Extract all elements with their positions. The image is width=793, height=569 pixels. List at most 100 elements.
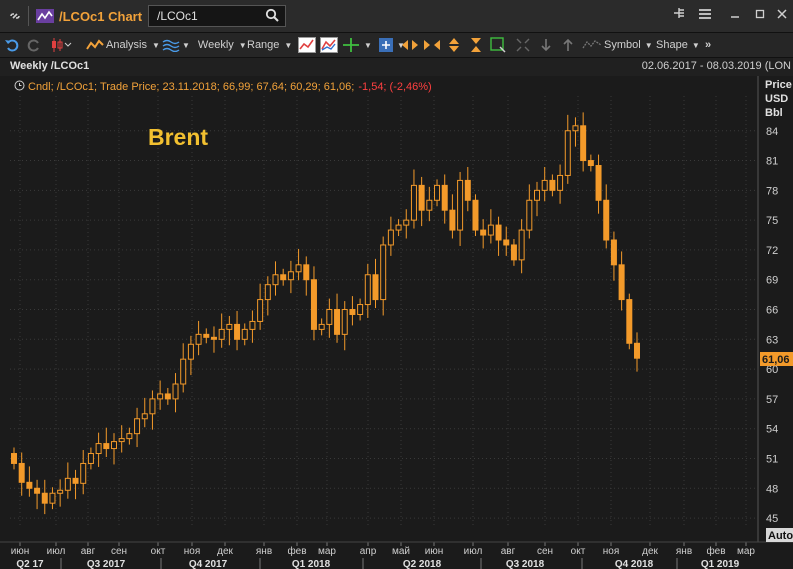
candle-body-up	[134, 418, 141, 435]
price-tick-label: 75	[766, 215, 778, 227]
redo-icon[interactable]	[26, 35, 42, 55]
candle-body-down	[634, 342, 640, 359]
candle	[118, 425, 125, 453]
analysis-menu[interactable]: Analysis ▼	[86, 35, 160, 55]
candle-body-up	[249, 320, 256, 330]
overflow-chevron-icon[interactable]: »	[705, 39, 712, 51]
candle-body-up	[172, 383, 179, 400]
candle-body-up	[226, 323, 233, 330]
link-icon[interactable]	[8, 0, 22, 32]
interval-menu[interactable]: ▼ Weekly ▼	[162, 35, 247, 55]
candle	[487, 209, 494, 244]
zoom-vertical-icon[interactable]	[468, 35, 484, 55]
price-tick-label: 63	[766, 334, 778, 346]
candle	[272, 261, 279, 296]
symbol-search-input[interactable]	[149, 6, 267, 26]
candle	[541, 167, 548, 202]
candle-body-down	[441, 184, 448, 211]
candle	[218, 313, 225, 348]
price-unit-price: Price	[765, 79, 792, 91]
pan-up-down-icon[interactable]	[446, 35, 462, 55]
symbol-menu[interactable]: Symbol ▼	[582, 35, 653, 55]
crosshair-icon[interactable]: ▼	[342, 35, 372, 55]
candle-body-up	[157, 393, 164, 400]
month-tick-label: ноя	[603, 546, 620, 557]
candle	[34, 479, 41, 510]
candle	[249, 310, 256, 343]
last-price-label: 61,06	[762, 354, 790, 366]
candle-body-down	[372, 274, 379, 301]
candle-body-up	[518, 229, 525, 261]
candle-type-icon[interactable]	[50, 35, 72, 55]
candle	[287, 260, 294, 294]
candle-body-down	[11, 453, 17, 464]
chevron-down-icon: ▼	[644, 40, 653, 50]
auto-scale-label: Auto	[768, 530, 793, 542]
undo-icon[interactable]	[4, 35, 20, 55]
compare-chart-icon[interactable]	[320, 35, 338, 55]
close-icon[interactable]	[771, 6, 793, 26]
auto-scale-button[interactable]: Auto	[766, 528, 793, 542]
candle-body-up	[426, 199, 433, 211]
candle-body-up	[241, 328, 248, 340]
candle	[426, 186, 433, 222]
select-box-icon[interactable]	[490, 35, 506, 55]
range-menu[interactable]: Range ▼	[247, 35, 292, 55]
candle-body-up	[564, 130, 571, 176]
month-tick-label: сен	[537, 546, 553, 557]
candle-body-up	[557, 174, 564, 191]
candle-body-down	[495, 224, 502, 241]
candle	[57, 479, 64, 507]
chart-annotation-brent[interactable]: Brent	[148, 124, 208, 150]
candle	[595, 154, 602, 214]
arrow-down-icon[interactable]	[540, 35, 552, 55]
candle-body-up	[187, 343, 194, 360]
zoom-fit-icon[interactable]: ▼	[378, 35, 405, 55]
symbol-search-box[interactable]	[148, 5, 286, 27]
expand-icon[interactable]	[516, 35, 530, 55]
month-tick-label: окт	[571, 546, 586, 557]
candle-body-up	[572, 125, 579, 132]
candle-body-down	[503, 239, 510, 246]
line-chart-icon[interactable]	[298, 35, 316, 55]
quarter-label: Q1 2018	[292, 559, 331, 569]
candle	[557, 164, 564, 204]
candle-body-up	[264, 284, 271, 301]
candle-body-up	[487, 224, 494, 236]
zoom-in-horizontal-icon[interactable]	[423, 35, 441, 55]
candle-body-down	[234, 323, 241, 340]
candle	[226, 315, 233, 346]
candle	[280, 268, 287, 286]
search-icon[interactable]	[265, 8, 279, 27]
candle-body-down	[449, 209, 456, 231]
month-tick-label: сен	[111, 546, 127, 557]
month-tick-label: июл	[464, 546, 483, 557]
menu-icon[interactable]	[694, 6, 716, 26]
candle-body-up	[126, 433, 133, 440]
candle-body-up	[257, 299, 264, 322]
price-tick-label: 57	[766, 394, 778, 406]
candle	[326, 298, 333, 338]
price-tick-label: 69	[766, 275, 778, 287]
candle-body-up	[87, 453, 94, 464]
candle-body-up	[380, 244, 387, 301]
candle-body-down	[580, 125, 587, 162]
hierarchy-icon[interactable]	[668, 6, 690, 26]
maximize-icon[interactable]	[749, 6, 771, 26]
candle	[310, 266, 317, 341]
arrow-up-icon[interactable]	[562, 35, 574, 55]
pan-left-right-icon[interactable]	[401, 35, 419, 55]
candle	[80, 450, 87, 495]
analysis-icon	[86, 39, 104, 50]
month-tick-label: апр	[360, 546, 377, 557]
shape-menu[interactable]: Shape ▼	[656, 35, 700, 55]
series-legend[interactable]: Cndl; /LCOc1; Trade Price; 23.11.2018; 6…	[14, 79, 432, 94]
candle	[580, 112, 587, 172]
candle	[149, 390, 156, 430]
candle	[18, 452, 25, 496]
candle	[564, 114, 571, 184]
candle	[334, 293, 341, 343]
minimize-icon[interactable]	[724, 6, 746, 26]
candle-body-up	[410, 184, 417, 221]
